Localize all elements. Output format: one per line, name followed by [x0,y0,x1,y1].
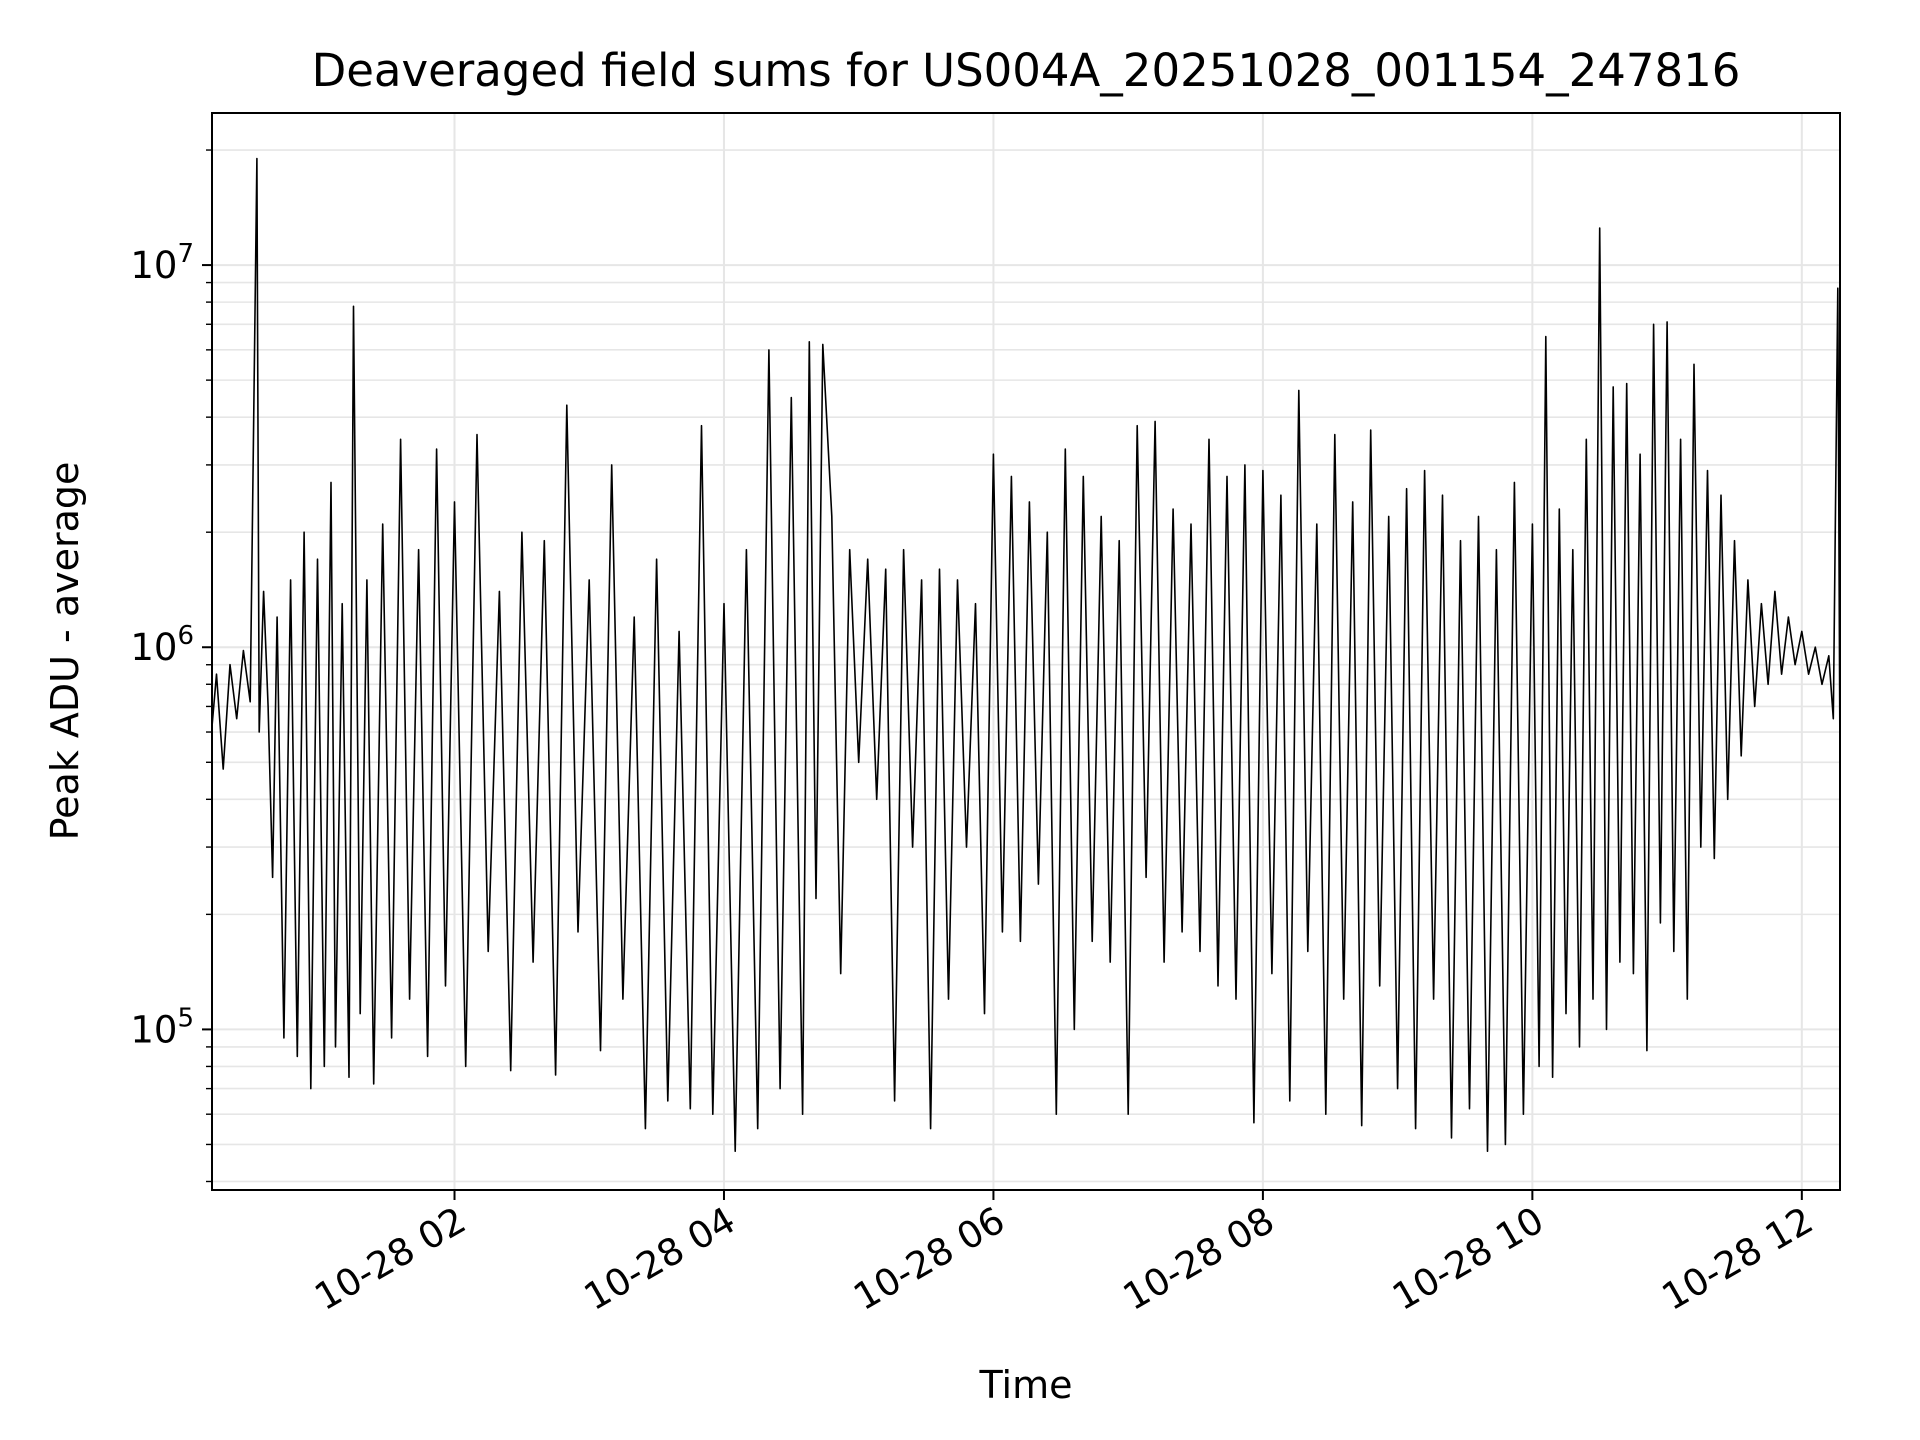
y-tick-exponent: 5 [177,1003,194,1033]
plot-area-frame [211,112,1841,1191]
y-tick-base: 10 [130,626,177,669]
x-axis-label: Time [979,1363,1073,1407]
series-line [211,157,1841,1152]
y-tick-label: 105 [130,1003,194,1051]
y-tick-exponent: 7 [177,239,194,269]
y-axis-label: Peak ADU - average [43,462,87,841]
chart-title: Deaveraged field sums for US004A_2025102… [312,44,1741,97]
y-tick-label: 107 [130,239,194,287]
y-tick-base: 10 [130,1008,177,1051]
y-tick-label: 106 [130,621,194,669]
series-layer [211,157,1841,1152]
y-tick-exponent: 6 [177,621,194,651]
y-tick-base: 10 [130,244,177,287]
